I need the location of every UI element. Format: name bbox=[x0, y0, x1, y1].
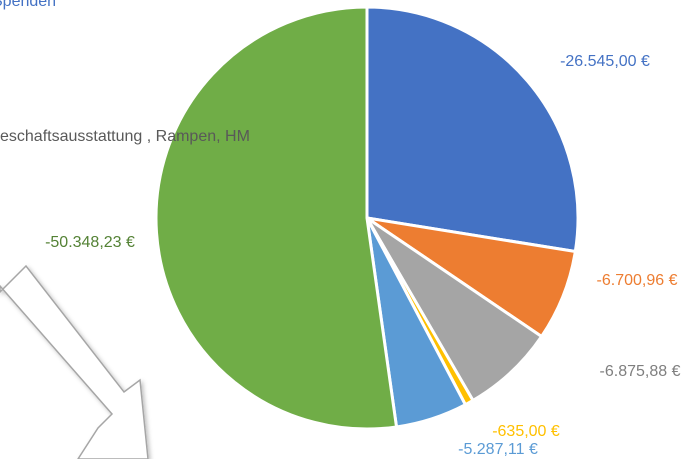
data-label: -6.700,96 € bbox=[597, 272, 678, 289]
annotation: eschaftsausstattung , Rampen, HM bbox=[0, 128, 250, 145]
pie-slice bbox=[365, 5, 580, 254]
data-label: -635,00 € bbox=[492, 423, 560, 440]
data-label: -50.348,23 € bbox=[45, 234, 135, 251]
data-label: -26.545,00 € bbox=[560, 53, 650, 70]
annotation: Spenden bbox=[0, 0, 56, 10]
data-label: -5.287,11 € bbox=[458, 441, 538, 458]
data-label: -6.875,88 € bbox=[600, 363, 681, 380]
arrow-shape bbox=[0, 264, 149, 459]
pie-slice bbox=[154, 5, 399, 431]
